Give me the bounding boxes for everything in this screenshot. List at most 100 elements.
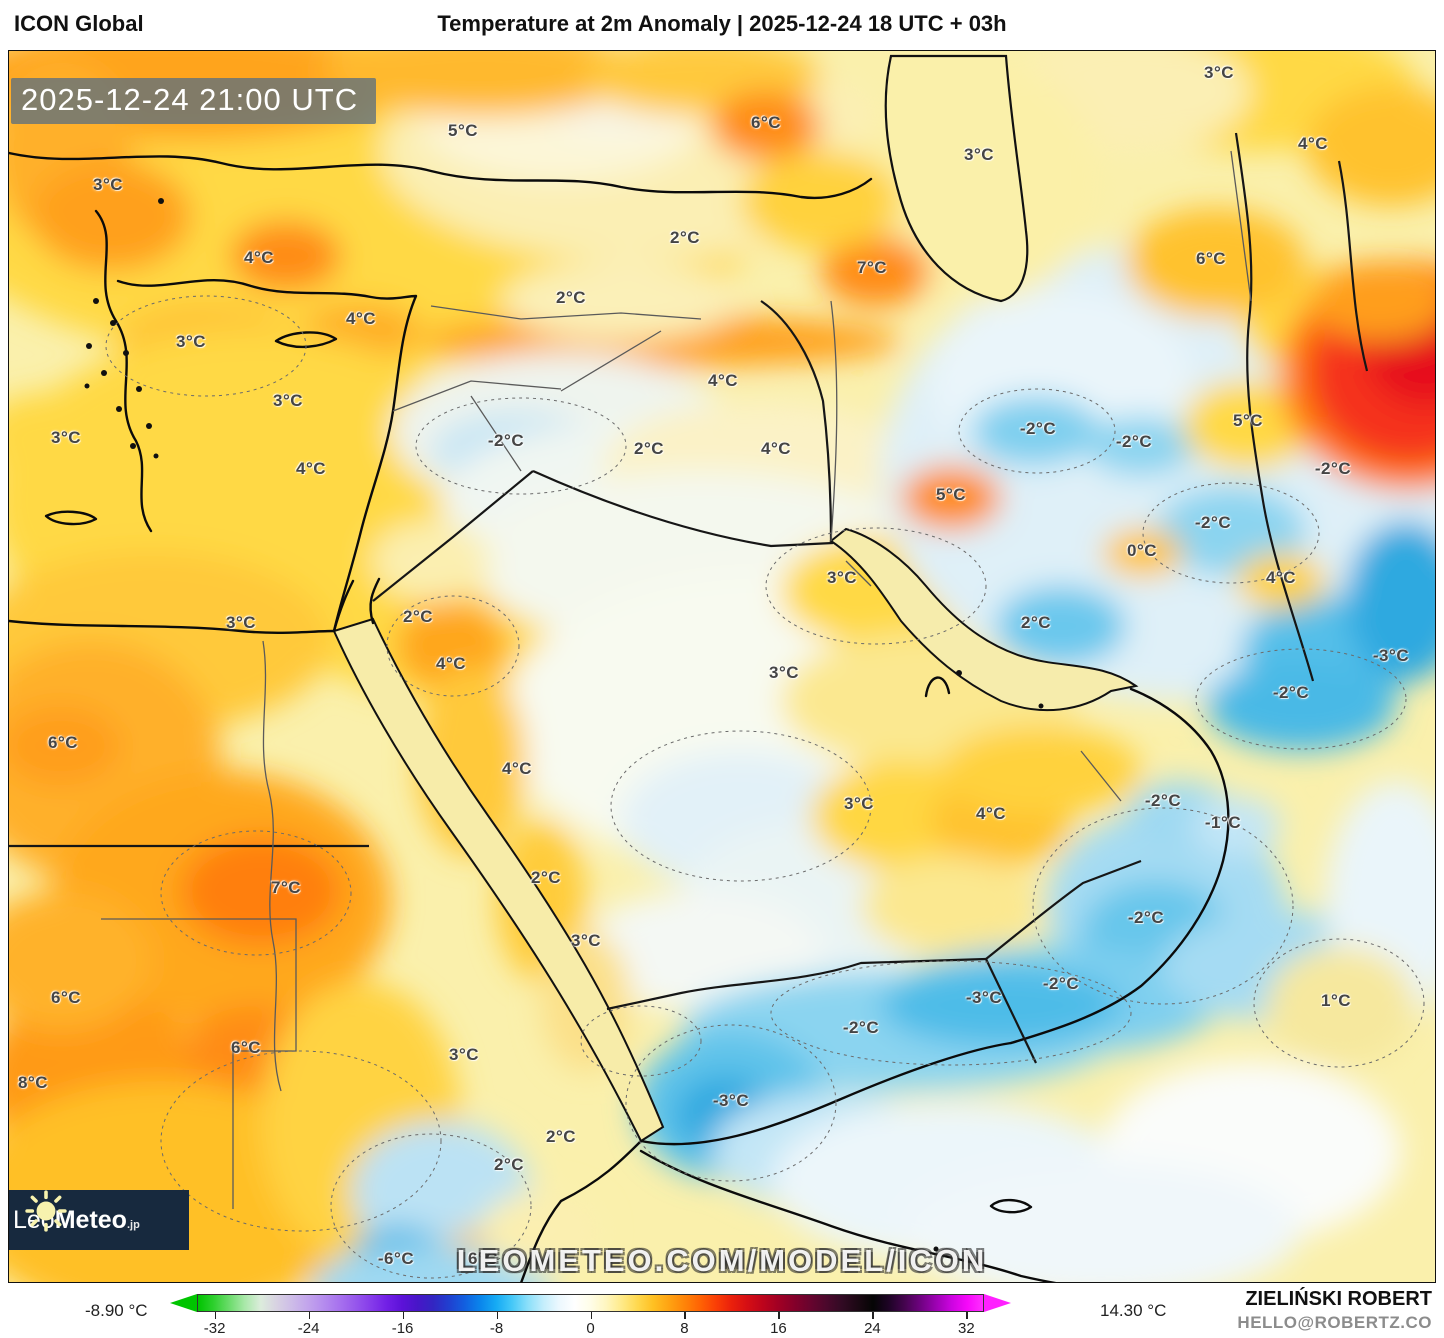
temp-anomaly-label: 7°C bbox=[270, 878, 302, 897]
temp-anomaly-label: 4°C bbox=[435, 654, 467, 673]
sun-icon bbox=[25, 1190, 67, 1232]
temp-anomaly-label: 4°C bbox=[345, 309, 377, 328]
temp-anomaly-label: -2°C bbox=[1272, 683, 1310, 702]
temp-anomaly-label: 4°C bbox=[243, 248, 275, 267]
red-sea bbox=[332, 617, 665, 1143]
temp-anomaly-label: -2°C bbox=[1019, 419, 1057, 438]
colorbar-right-arrow bbox=[984, 1294, 1011, 1312]
colorbar-tick-label: -32 bbox=[203, 1320, 226, 1337]
temp-anomaly-label: 3°C bbox=[175, 332, 207, 351]
temp-anomaly-label: 7°C bbox=[856, 258, 888, 277]
author-contact[interactable]: HELLO@ROBERTZ.CO bbox=[1237, 1313, 1432, 1332]
colorbar-strip: -8.90 °C -32 -24 -16 -8 0 8 16 24 32 14.30 °C ZI… bbox=[0, 1288, 1444, 1338]
colorbar-tick-label: -16 bbox=[391, 1320, 414, 1337]
temp-anomaly-label: 3°C bbox=[1203, 63, 1235, 82]
temp-anomaly-label: 3°C bbox=[826, 568, 858, 587]
temp-anomaly-label: 3°C bbox=[768, 663, 800, 682]
colorbar-tick bbox=[590, 1312, 592, 1319]
temp-anomaly-label: -2°C bbox=[487, 431, 525, 450]
watermark: LEOMETEO.COM/MODEL/ICON bbox=[456, 1243, 988, 1278]
temp-anomaly-label: 1°C bbox=[1320, 991, 1352, 1010]
temp-anomaly-label: -2°C bbox=[1115, 432, 1153, 451]
temp-anomaly-label: 3°C bbox=[225, 613, 257, 632]
temp-anomaly-label: 2°C bbox=[1020, 613, 1052, 632]
leometeo-logo[interactable]: LeoMeteo.jp bbox=[9, 1190, 189, 1250]
colorbar-tick bbox=[214, 1312, 217, 1319]
author-name: ZIELIŃSKI ROBERT bbox=[1245, 1288, 1432, 1310]
temp-anomaly-label: 4°C bbox=[1265, 568, 1297, 587]
colorbar-tick bbox=[872, 1312, 874, 1319]
temp-anomaly-label: 5°C bbox=[935, 485, 967, 504]
colorbar-max-label: 14.30 °C bbox=[1100, 1301, 1167, 1320]
temp-anomaly-label: -3°C bbox=[965, 988, 1003, 1007]
temp-anomaly-label: 6°C bbox=[47, 733, 79, 752]
temp-anomaly-label: 3°C bbox=[963, 145, 995, 164]
island-dots bbox=[84, 198, 1044, 1252]
temp-anomaly-label: 4°C bbox=[501, 759, 533, 778]
temp-anomaly-label: 2°C bbox=[555, 288, 587, 307]
colorbar-tick-label: 0 bbox=[586, 1320, 595, 1337]
temp-anomaly-label: 4°C bbox=[295, 459, 327, 478]
temp-anomaly-label: 4°C bbox=[760, 439, 792, 458]
temp-anomaly-label: 2°C bbox=[402, 607, 434, 626]
anomaly-contours bbox=[105, 295, 1425, 1279]
colorbar-tick bbox=[684, 1312, 686, 1319]
temp-anomaly-label: 4°C bbox=[975, 804, 1007, 823]
temp-anomaly-label: 4°C bbox=[1297, 134, 1329, 153]
temp-anomaly-label: 4°C bbox=[707, 371, 739, 390]
logo-text-bold: Meteo bbox=[54, 1205, 127, 1234]
temp-anomaly-label: -2°C bbox=[1127, 908, 1165, 927]
temp-anomaly-label: 2°C bbox=[530, 868, 562, 887]
map-title: Temperature at 2m Anomaly | 2025-12-24 1… bbox=[437, 11, 1007, 36]
temp-anomaly-label: 0°C bbox=[1126, 541, 1158, 560]
colorbar-gradient bbox=[197, 1294, 984, 1312]
colorbar-tick-label: 24 bbox=[864, 1320, 881, 1337]
colorbar-min-label: -8.90 °C bbox=[85, 1301, 148, 1320]
caspian-sea bbox=[884, 54, 1029, 303]
colorbar-tick bbox=[966, 1312, 968, 1319]
temp-anomaly-label: -2°C bbox=[1194, 513, 1232, 532]
temp-anomaly-label: 3°C bbox=[448, 1045, 480, 1064]
colorbar-left-arrow bbox=[170, 1294, 197, 1312]
temp-anomaly-label: -3°C bbox=[712, 1091, 750, 1110]
temp-anomaly-label: 5°C bbox=[1232, 411, 1264, 430]
temp-anomaly-label: 6°C bbox=[750, 113, 782, 132]
temp-anomaly-label: -6°C bbox=[377, 1249, 415, 1268]
temp-anomaly-label: 2°C bbox=[669, 228, 701, 247]
temp-anomaly-label: -2°C bbox=[842, 1018, 880, 1037]
temp-anomaly-label: 2°C bbox=[633, 439, 665, 458]
header-model-name: ICON Global bbox=[14, 11, 144, 36]
anomaly-map-canvas bbox=[9, 51, 1435, 1282]
colorbar-tick bbox=[496, 1312, 499, 1319]
colorbar-tick bbox=[308, 1312, 311, 1319]
temp-anomaly-label: 5°C bbox=[447, 121, 479, 140]
colorbar-tick bbox=[778, 1312, 780, 1319]
temp-anomaly-label: 6°C bbox=[50, 988, 82, 1007]
temp-anomaly-label: 6°C bbox=[467, 1249, 499, 1268]
temp-anomaly-label: 3°C bbox=[570, 931, 602, 950]
temp-anomaly-label: -3°C bbox=[1372, 646, 1410, 665]
colorbar-tick-label: 8 bbox=[680, 1320, 689, 1337]
logo-text-suffix: .jp bbox=[126, 1218, 140, 1231]
coastlines bbox=[9, 151, 1230, 1282]
temp-anomaly-label: 3°C bbox=[92, 175, 124, 194]
colorbar-tick-label: -24 bbox=[297, 1320, 320, 1337]
persian-gulf bbox=[829, 527, 1139, 712]
colorbar-tick bbox=[402, 1312, 405, 1319]
colorbar-tick-label: -8 bbox=[489, 1320, 504, 1337]
temp-anomaly-label: 3°C bbox=[272, 391, 304, 410]
temp-anomaly-label: 6°C bbox=[230, 1038, 262, 1057]
temp-anomaly-label: -2°C bbox=[1042, 974, 1080, 993]
anomaly-map: 2025-12-24 21:00 UTC 3°C 5°C 6°C 3°C 3°C 4°C 4… bbox=[8, 50, 1436, 1283]
temp-anomaly-label: 8°C bbox=[17, 1073, 49, 1092]
colorbar-tick-label: 16 bbox=[770, 1320, 787, 1337]
temp-anomaly-label: 6°C bbox=[1195, 249, 1227, 268]
temp-anomaly-label: -2°C bbox=[1144, 791, 1182, 810]
colorbar-tick-label: 32 bbox=[958, 1320, 975, 1337]
timestamp-overlay: 2025-12-24 21:00 UTC bbox=[11, 78, 377, 124]
temp-anomaly-label: -1°C bbox=[1204, 813, 1242, 832]
temp-anomaly-label: 3°C bbox=[50, 428, 82, 447]
admin-borders bbox=[101, 150, 1252, 1209]
temp-anomaly-label: 3°C bbox=[843, 794, 875, 813]
temp-anomaly-label: -2°C bbox=[1314, 459, 1352, 478]
